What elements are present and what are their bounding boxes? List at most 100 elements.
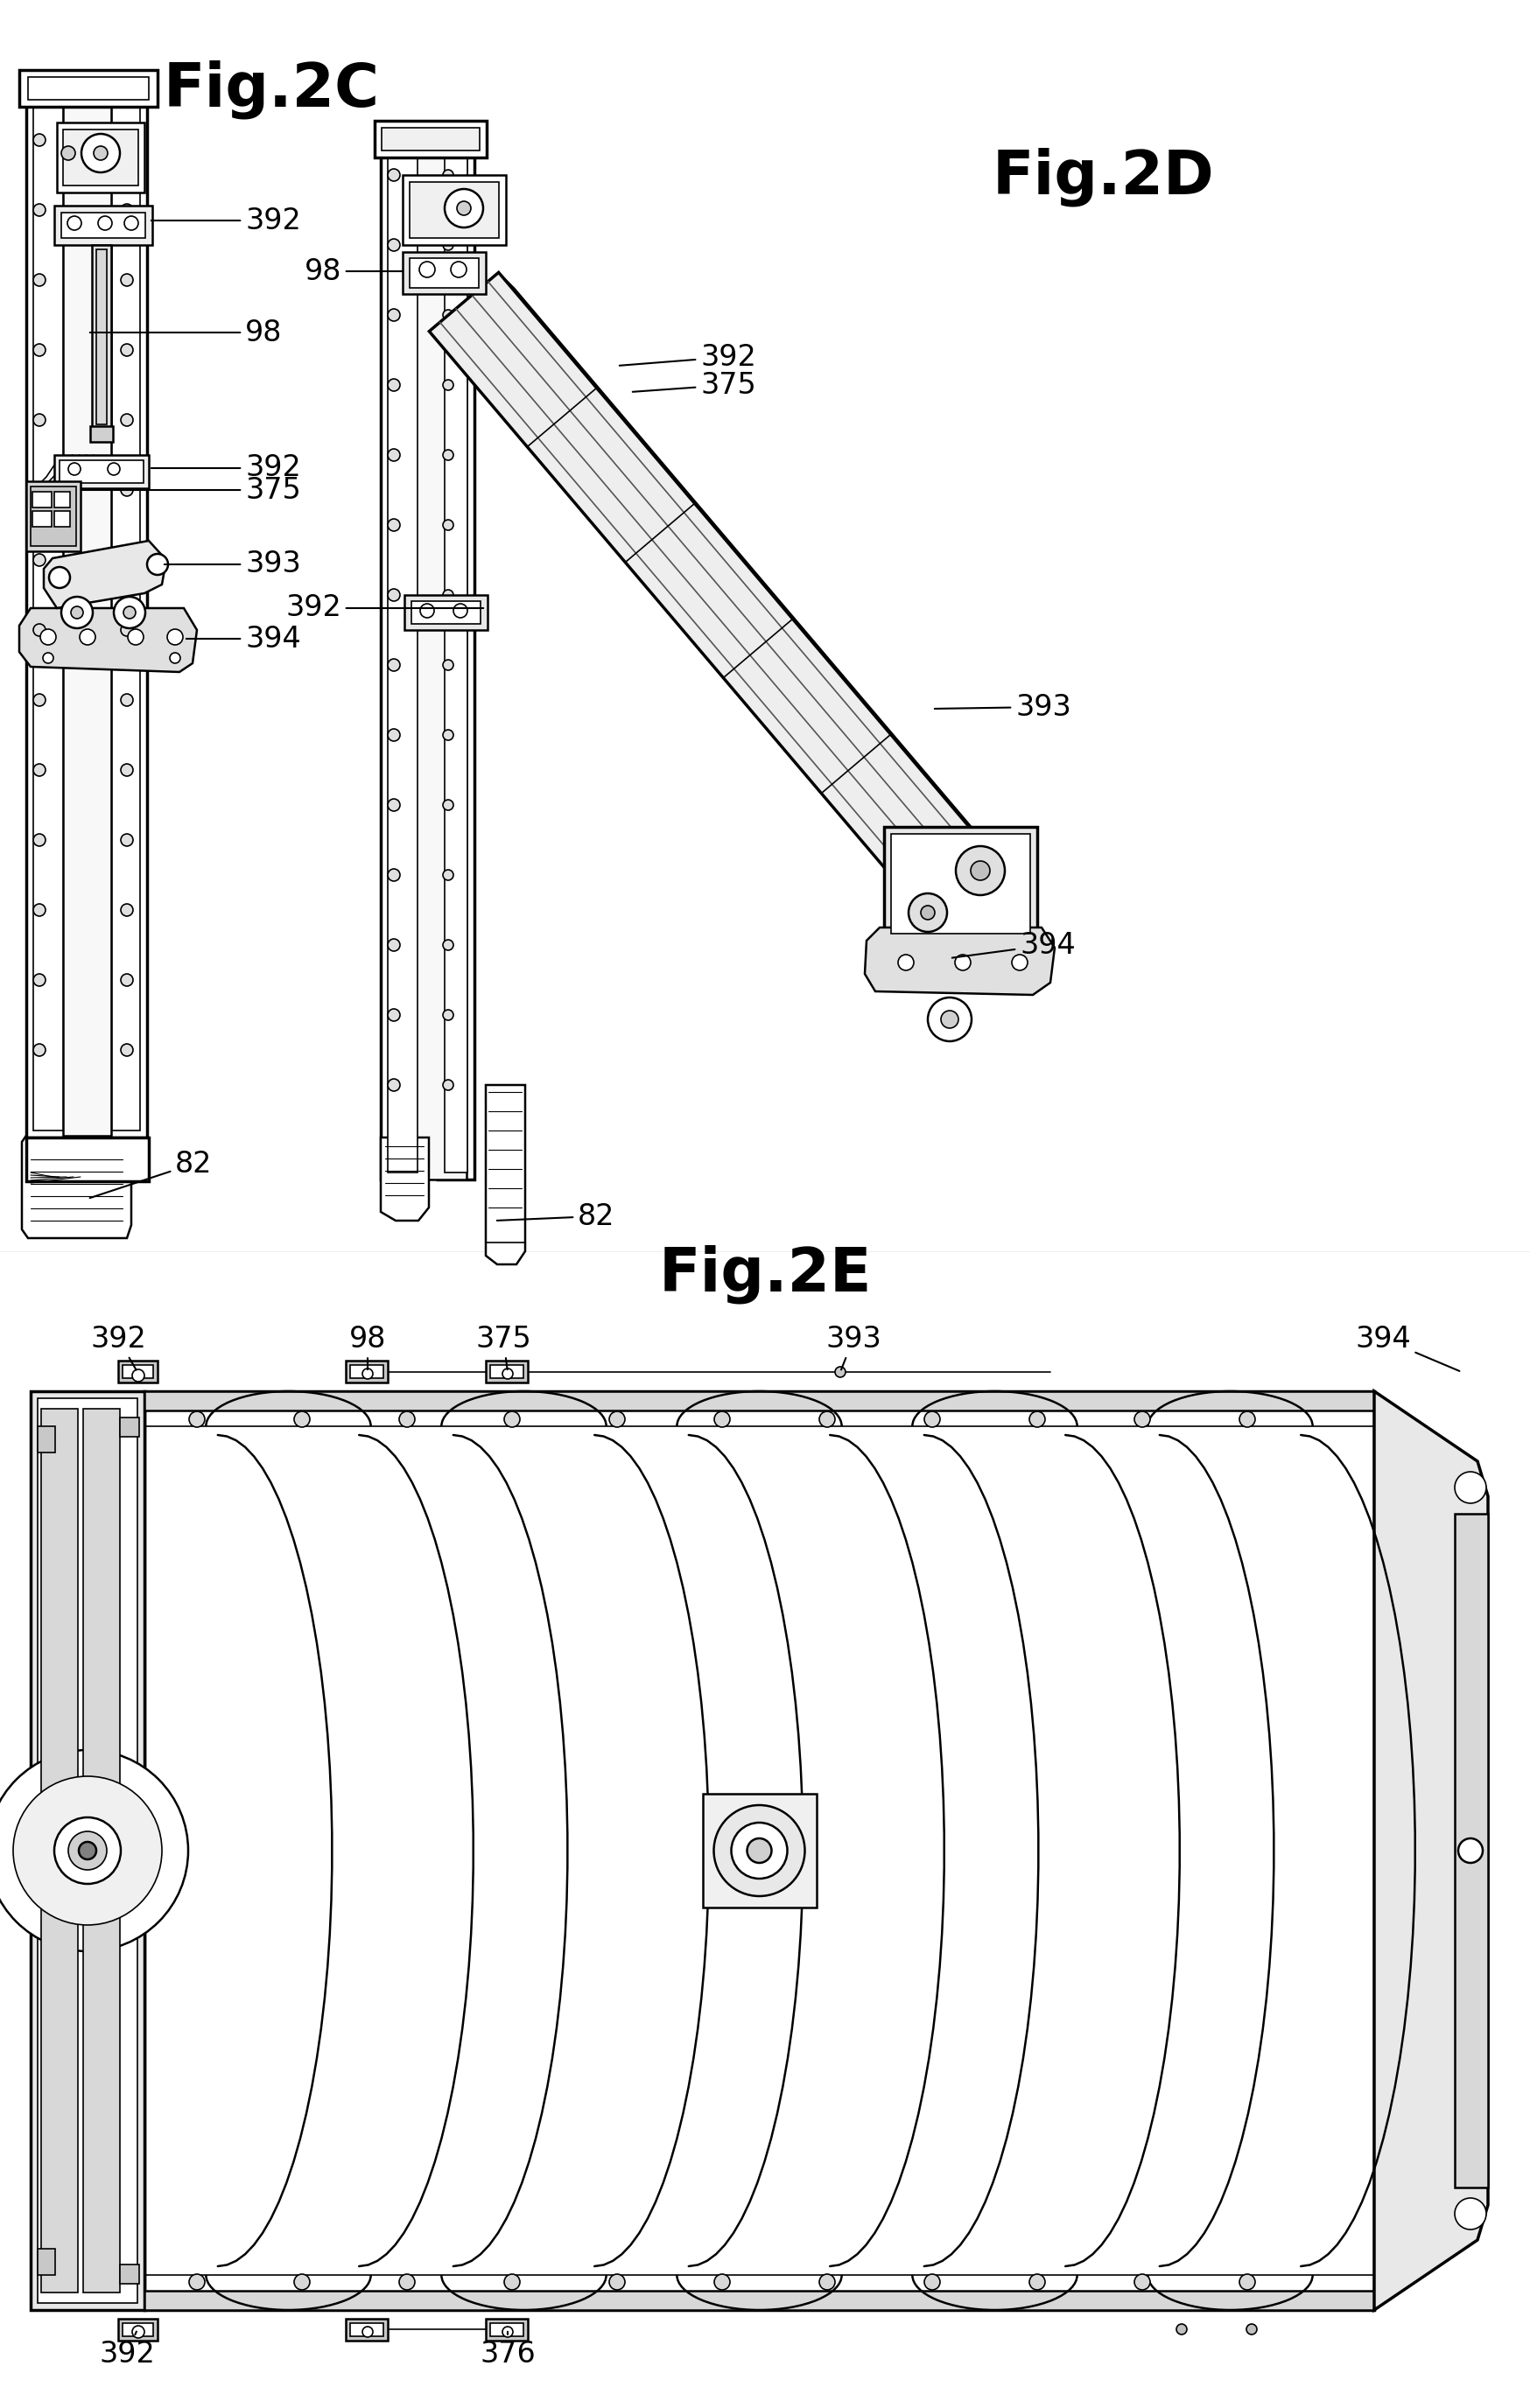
Text: 98: 98 xyxy=(304,258,402,287)
Circle shape xyxy=(67,217,81,231)
Text: 393: 393 xyxy=(935,694,1071,722)
Circle shape xyxy=(170,653,181,662)
Text: 392: 392 xyxy=(151,207,301,236)
Circle shape xyxy=(419,262,435,277)
Polygon shape xyxy=(1374,1392,1489,2309)
Circle shape xyxy=(34,903,46,915)
Bar xyxy=(416,144,467,1180)
Circle shape xyxy=(1030,1411,1045,1428)
Bar xyxy=(404,595,488,631)
Circle shape xyxy=(819,1411,835,1428)
Circle shape xyxy=(190,2273,205,2290)
Bar xyxy=(96,250,107,424)
Circle shape xyxy=(121,833,133,845)
Circle shape xyxy=(970,862,990,881)
Text: 393: 393 xyxy=(826,1324,881,1370)
Bar xyxy=(106,87,147,1137)
Bar xyxy=(890,833,1030,934)
Bar xyxy=(381,137,424,1180)
Circle shape xyxy=(921,905,935,920)
Circle shape xyxy=(294,2273,311,2290)
Circle shape xyxy=(715,2273,730,2290)
Polygon shape xyxy=(44,542,167,609)
Circle shape xyxy=(1247,2324,1258,2333)
Text: 392: 392 xyxy=(620,342,756,371)
Bar xyxy=(32,491,52,508)
Circle shape xyxy=(132,2326,144,2338)
Circle shape xyxy=(387,660,399,672)
Circle shape xyxy=(167,628,184,645)
Bar xyxy=(884,826,1037,942)
Circle shape xyxy=(387,799,399,811)
Circle shape xyxy=(1134,2273,1151,2290)
Circle shape xyxy=(747,1837,771,1864)
Circle shape xyxy=(956,845,1005,896)
Polygon shape xyxy=(487,1086,525,1264)
Bar xyxy=(402,253,487,294)
Circle shape xyxy=(1030,2273,1045,2290)
Bar xyxy=(144,1392,1374,2309)
Circle shape xyxy=(1239,2273,1255,2290)
Circle shape xyxy=(14,1777,162,1924)
Circle shape xyxy=(924,2273,939,2290)
Circle shape xyxy=(927,997,972,1040)
Circle shape xyxy=(387,730,399,742)
Bar xyxy=(31,1392,144,2309)
Bar xyxy=(63,130,138,185)
Circle shape xyxy=(98,217,112,231)
Circle shape xyxy=(121,205,133,217)
Circle shape xyxy=(129,628,144,645)
Circle shape xyxy=(502,2326,513,2338)
Bar xyxy=(350,1365,384,1377)
Bar xyxy=(122,2324,153,2336)
Bar xyxy=(412,602,480,624)
Text: 394: 394 xyxy=(1356,1324,1460,1370)
Circle shape xyxy=(451,262,467,277)
Bar xyxy=(20,70,158,106)
Circle shape xyxy=(121,275,133,287)
Circle shape xyxy=(442,520,453,530)
Circle shape xyxy=(121,484,133,496)
Circle shape xyxy=(363,1368,373,1380)
Circle shape xyxy=(442,660,453,669)
Text: 393: 393 xyxy=(164,549,301,578)
Bar xyxy=(63,94,112,1137)
Circle shape xyxy=(505,2273,520,2290)
Bar xyxy=(26,1137,148,1182)
Circle shape xyxy=(61,597,93,628)
Polygon shape xyxy=(21,1134,147,1238)
Circle shape xyxy=(387,1009,399,1021)
Circle shape xyxy=(387,448,399,460)
Text: 394: 394 xyxy=(952,929,1076,958)
Text: 82: 82 xyxy=(497,1202,615,1230)
Polygon shape xyxy=(20,609,197,672)
Circle shape xyxy=(34,554,46,566)
Circle shape xyxy=(387,378,399,390)
Circle shape xyxy=(124,217,138,231)
Circle shape xyxy=(34,694,46,706)
Circle shape xyxy=(442,450,453,460)
Circle shape xyxy=(421,604,435,619)
Circle shape xyxy=(819,2273,835,2290)
Bar xyxy=(490,2324,523,2336)
Circle shape xyxy=(1177,2324,1187,2333)
Circle shape xyxy=(399,2273,415,2290)
Bar xyxy=(346,2319,387,2341)
Circle shape xyxy=(715,1806,805,1895)
Circle shape xyxy=(955,954,970,970)
Circle shape xyxy=(387,308,399,320)
Circle shape xyxy=(387,869,399,881)
Text: 392: 392 xyxy=(99,2331,155,2367)
Bar xyxy=(54,205,153,246)
Circle shape xyxy=(294,1411,311,1428)
Circle shape xyxy=(80,628,95,645)
Circle shape xyxy=(54,1818,121,1883)
Bar xyxy=(122,1365,153,1377)
Circle shape xyxy=(113,597,145,628)
Circle shape xyxy=(147,554,168,576)
Polygon shape xyxy=(430,272,988,908)
Circle shape xyxy=(61,147,75,159)
Polygon shape xyxy=(499,272,1005,867)
Circle shape xyxy=(34,344,46,356)
Circle shape xyxy=(1455,1471,1486,1503)
